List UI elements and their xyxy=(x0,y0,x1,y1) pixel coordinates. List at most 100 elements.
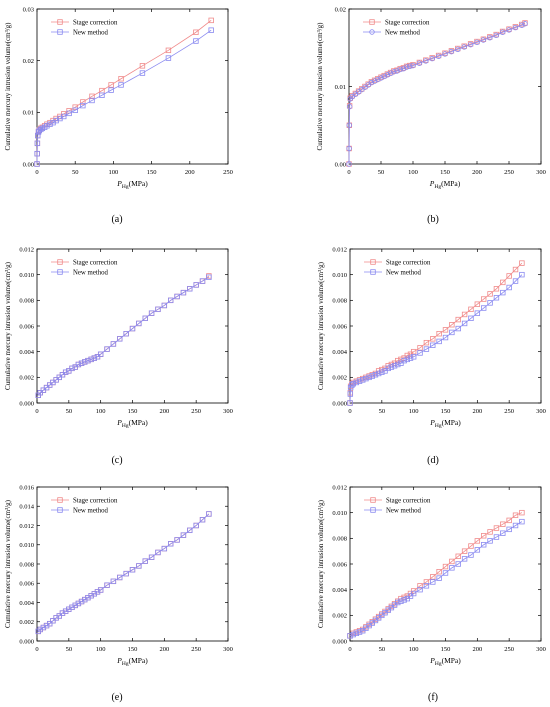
data-point xyxy=(47,121,53,127)
y-tick-label: 0.012 xyxy=(19,523,34,530)
x-tick-label: 50 xyxy=(66,646,73,653)
data-point xyxy=(493,32,499,39)
data-point xyxy=(449,558,455,565)
data-point xyxy=(487,529,493,535)
data-point xyxy=(347,391,354,397)
x-axis-label: PHg(MPa) xyxy=(429,418,461,429)
series-stage-correction xyxy=(347,509,525,639)
data-point xyxy=(423,346,430,352)
data-point xyxy=(161,545,168,552)
data-point xyxy=(387,70,394,77)
data-point xyxy=(142,315,148,321)
x-tick-label: 50 xyxy=(379,408,386,415)
data-point xyxy=(487,291,493,297)
data-point xyxy=(104,346,110,352)
y-tick-label: 0.012 xyxy=(19,246,34,253)
data-point xyxy=(480,296,487,302)
data-point xyxy=(430,336,436,342)
data-point xyxy=(512,24,519,31)
x-axis-label-main: P xyxy=(116,656,122,665)
data-point xyxy=(468,552,474,558)
data-point xyxy=(519,260,525,266)
y-tick-label: 0.03 xyxy=(23,6,34,13)
data-point xyxy=(353,630,360,636)
data-point xyxy=(369,373,375,379)
y-tick-label: 0.004 xyxy=(332,349,347,356)
legend: Stage correction New method xyxy=(364,259,431,276)
data-point xyxy=(449,565,455,571)
x-axis-label-unit: (MPa) xyxy=(442,656,462,665)
x-tick-label: 150 xyxy=(128,646,138,653)
y-tick-label: 0.010 xyxy=(332,510,347,517)
data-point xyxy=(417,586,423,593)
x-tick-label: 50 xyxy=(379,646,386,653)
data-point xyxy=(397,66,403,73)
legend-marker xyxy=(369,19,375,25)
data-point xyxy=(187,286,193,292)
data-point xyxy=(519,518,525,525)
data-point xyxy=(72,107,78,113)
y-tick-label: 0.016 xyxy=(19,484,34,491)
data-point xyxy=(62,369,69,375)
y-tick-label: 0.00 xyxy=(335,161,346,168)
data-point xyxy=(139,70,146,76)
x-tick-label: 250 xyxy=(504,646,514,653)
x-tick-label: 0 xyxy=(35,646,38,653)
x-axis-label-sub: Hg xyxy=(122,661,129,667)
data-point xyxy=(455,561,461,567)
data-point xyxy=(347,400,353,406)
data-point xyxy=(80,99,86,105)
data-point xyxy=(455,316,461,323)
data-point xyxy=(347,633,353,639)
x-axis-label-unit: (MPa) xyxy=(129,656,149,665)
data-point xyxy=(474,547,481,553)
x-axis-label-main: P xyxy=(116,418,122,427)
data-point xyxy=(110,578,117,585)
x-tick-label: 0 xyxy=(347,169,350,176)
data-point xyxy=(461,320,468,327)
x-axis-label-main: P xyxy=(429,179,435,188)
data-point xyxy=(395,599,401,606)
data-point xyxy=(430,579,436,585)
data-point xyxy=(142,558,148,564)
data-point xyxy=(123,330,129,337)
data-point xyxy=(97,351,104,357)
y-tick-label: 0.008 xyxy=(332,298,347,305)
data-point xyxy=(506,284,512,291)
data-point xyxy=(117,336,123,342)
y-tick-label: 0.004 xyxy=(19,349,34,356)
data-point xyxy=(461,556,468,562)
y-tick-label: 0.008 xyxy=(332,536,347,543)
data-point xyxy=(44,123,50,129)
x-tick-label: 200 xyxy=(472,646,482,653)
y-tick-label: 0.002 xyxy=(19,619,34,626)
data-point xyxy=(346,103,353,110)
x-tick-label: 100 xyxy=(96,408,106,415)
x-axis-label-main: P xyxy=(429,418,435,427)
data-point xyxy=(519,509,525,516)
data-point xyxy=(180,289,187,296)
y-tick-label: 0.010 xyxy=(19,272,34,279)
x-tick-label: 300 xyxy=(536,646,546,653)
data-point xyxy=(61,113,67,120)
data-point xyxy=(155,306,161,313)
legend-label: Stage correction xyxy=(386,259,431,266)
data-point xyxy=(500,521,506,527)
data-point xyxy=(346,145,352,152)
data-point xyxy=(118,76,124,82)
data-point xyxy=(410,590,417,597)
data-point xyxy=(167,541,174,547)
legend-marker xyxy=(57,269,63,275)
data-point xyxy=(108,87,114,93)
data-point xyxy=(165,47,172,54)
legend-marker xyxy=(369,29,375,35)
x-axis-label-sub: Hg xyxy=(435,423,442,429)
data-point xyxy=(417,583,423,589)
data-point xyxy=(398,356,404,363)
data-point xyxy=(385,365,391,372)
data-point xyxy=(480,305,487,311)
legend-label: Stage correction xyxy=(386,497,431,504)
data-point xyxy=(346,122,353,128)
